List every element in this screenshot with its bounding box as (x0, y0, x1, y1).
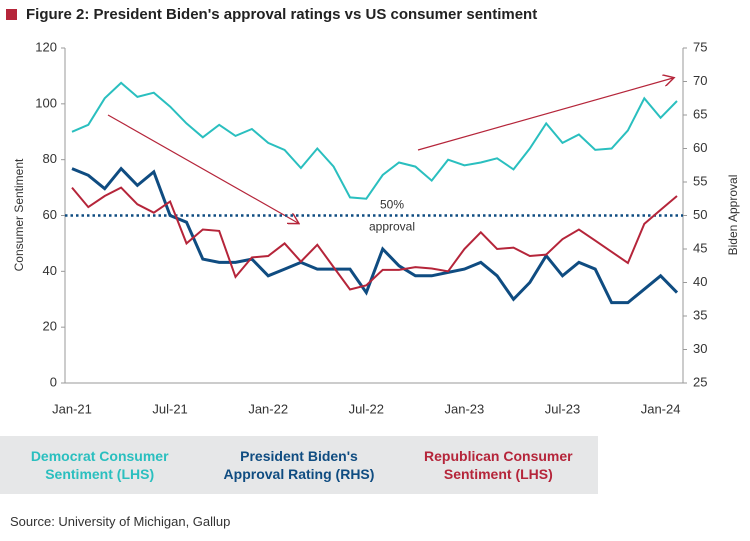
series-line (71, 166, 679, 305)
legend-entry: Republican Consumer Sentiment (LHS) (424, 448, 573, 482)
y2-tick-label: 30 (693, 341, 707, 356)
reference-label: 50% (380, 198, 404, 212)
y-tick-label: 0 (50, 374, 57, 389)
y2-axis-label: Biden Approval (726, 175, 740, 256)
x-tick-label: Jul-21 (152, 401, 187, 416)
y2-tick-label: 75 (693, 39, 707, 54)
legend: Democrat Consumer Sentiment (LHS) Preside… (0, 436, 598, 494)
y-tick-label: 40 (43, 263, 57, 278)
y2-tick-label: 25 (693, 374, 707, 389)
title-marker (6, 9, 17, 20)
x-tick-label: Jan-24 (641, 401, 681, 416)
y-tick-label: 120 (35, 39, 57, 54)
legend-entry: Democrat Consumer Sentiment (LHS) (30, 448, 169, 482)
y-tick-label: 100 (35, 95, 57, 110)
x-tick-label: Jul-23 (545, 401, 580, 416)
y2-tick-label: 45 (693, 240, 707, 255)
source: Source: University of Michigan, Gallup (10, 514, 231, 529)
chart: Figure 2: President Biden's approval rat… (6, 6, 740, 416)
legend-entry: President Biden's Approval Rating (RHS) (223, 448, 375, 482)
trend-arrow (417, 78, 673, 151)
y-axis-label: Consumer Sentiment (12, 158, 26, 271)
reference-label: approval (369, 220, 415, 234)
y2-tick-label: 60 (693, 140, 707, 155)
series-line (71, 186, 678, 291)
y-tick-label: 80 (43, 151, 57, 166)
chart-title: Figure 2: President Biden's approval rat… (26, 6, 537, 23)
y2-tick-label: 50 (693, 207, 707, 222)
trend-arrow (107, 114, 298, 223)
x-tick-label: Jan-22 (248, 401, 288, 416)
y2-tick-label: 35 (693, 307, 707, 322)
y-tick-label: 20 (43, 319, 57, 334)
x-tick-label: Jan-23 (445, 401, 485, 416)
y2-tick-label: 55 (693, 173, 707, 188)
y2-tick-label: 40 (693, 274, 707, 289)
y-tick-label: 60 (43, 207, 57, 222)
series-line (71, 81, 678, 200)
y2-tick-label: 65 (693, 106, 707, 121)
x-tick-label: Jan-21 (52, 401, 92, 416)
x-tick-label: Jul-22 (349, 401, 384, 416)
y2-tick-label: 70 (693, 73, 707, 88)
